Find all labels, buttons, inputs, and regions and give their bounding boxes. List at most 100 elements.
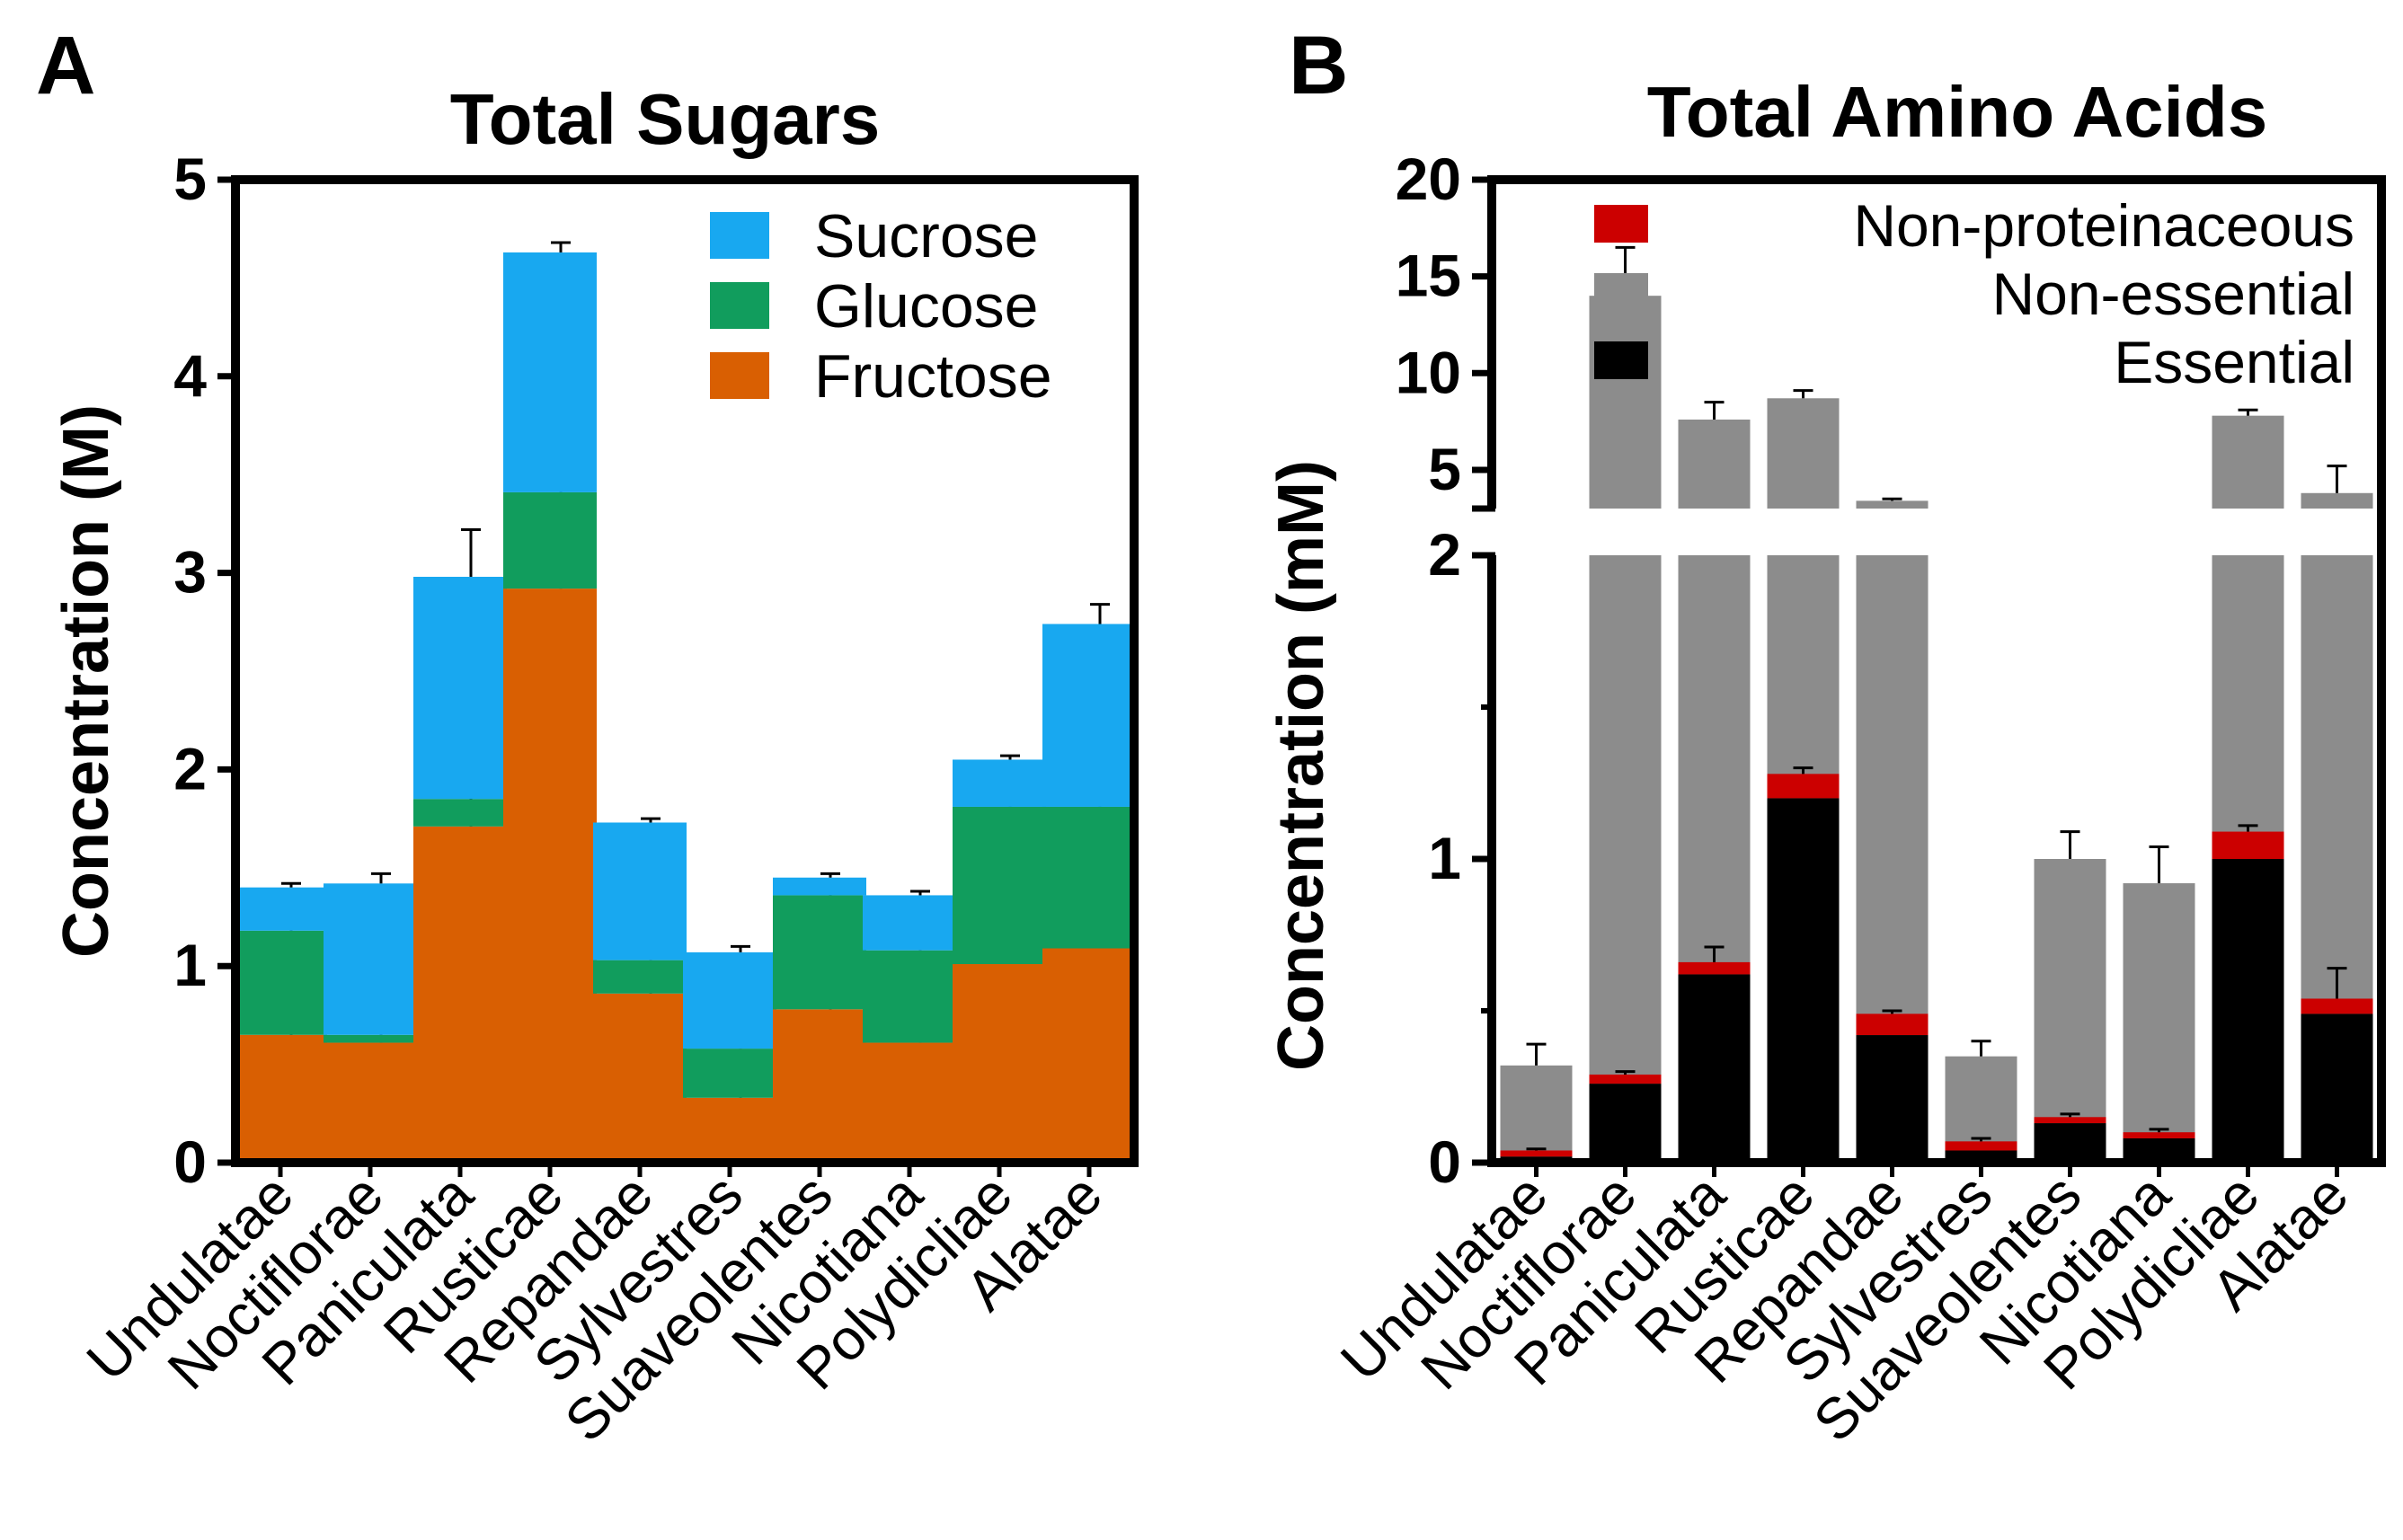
bar-essential-noctiflorae	[1589, 1084, 1662, 1163]
bar-fructose-rusticae	[503, 589, 597, 1163]
bar-essential-rusticae	[1767, 798, 1840, 1163]
bar-non-essential-upper-paniculata	[1678, 419, 1751, 509]
bar-fructose-undulatae	[234, 1034, 327, 1163]
bar-non-essential-upper-rusticae	[1767, 398, 1840, 509]
y-tick-label-1: 1	[173, 932, 207, 998]
y-tick-label-upper-20: 20	[1396, 146, 1461, 212]
bar-non-essential-upper-noctiflorae	[1589, 296, 1662, 509]
legend-label-glucose: Glucose	[814, 272, 1038, 341]
panel-b-letter: B	[1289, 20, 1348, 111]
panel-b-title: Total Amino Acids	[1647, 72, 2267, 152]
bar-fructose-suaveolentes	[773, 1009, 866, 1163]
bar-non-proteinaceous-sylvestres	[1945, 1141, 2017, 1151]
legend-label-non-proteinaceous: Non-proteinaceous	[1853, 192, 2354, 259]
panel-a-bars	[234, 241, 1136, 1163]
bar-fructose-paniculata	[413, 826, 507, 1163]
bar-fructose-sylvestres	[683, 1097, 776, 1163]
bar-fructose-noctiflorae	[324, 1042, 417, 1163]
bar-non-proteinaceous-suaveolentes	[2034, 1117, 2106, 1124]
bar-sucrose-polydicliae	[953, 759, 1046, 807]
y-tick-label-upper-10: 10	[1396, 339, 1461, 405]
plot-frame	[1487, 175, 2386, 1167]
y-tick-label-4: 4	[173, 342, 207, 409]
bar-essential-alatae	[2301, 1013, 2373, 1163]
panel-b-y-axis-label: Concentration (mM)	[1265, 460, 1337, 1071]
panel-a-y-axis-label: Concentration (M)	[50, 404, 122, 958]
bar-sucrose-suaveolentes	[773, 877, 866, 896]
legend-swatch-non-proteinaceous	[1594, 205, 1648, 243]
bar-glucose-paniculata	[413, 799, 507, 827]
legend-label-fructose: Fructose	[814, 342, 1052, 411]
bar-glucose-suaveolentes	[773, 895, 866, 1010]
bar-non-essential-nicotiana	[2123, 883, 2195, 1163]
legend-swatch-non-essential	[1594, 273, 1648, 311]
bar-essential-suaveolentes	[2034, 1123, 2106, 1163]
bar-non-proteinaceous-noctiflorae	[1589, 1074, 1662, 1084]
panel-a-y-ticks: 0 1 2 3 4 5	[173, 146, 235, 1195]
bar-essential-paniculata	[1678, 974, 1751, 1163]
bar-non-proteinaceous-nicotiana	[2123, 1132, 2195, 1138]
panel-a-title: Total Sugars	[450, 79, 881, 159]
bar-non-proteinaceous-paniculata	[1678, 961, 1751, 975]
bar-sucrose-repandae	[593, 822, 687, 960]
bar-non-proteinaceous-undulatae	[1500, 1150, 1573, 1157]
bar-essential-polydicliae	[2212, 859, 2284, 1163]
bar-non-proteinaceous-polydicliae	[2212, 831, 2284, 859]
bar-sucrose-rusticae	[503, 252, 597, 492]
bar-non-essential-undulatae	[1500, 1065, 1573, 1163]
panel-a-plot-frame	[231, 175, 1139, 1167]
bar-glucose-rusticae	[503, 491, 597, 589]
legend-swatch-essential	[1594, 341, 1648, 379]
bar-non-essential-suaveolentes	[2034, 859, 2106, 1163]
y-tick-label-5: 5	[173, 146, 207, 212]
y-tick-label-2: 2	[173, 735, 207, 801]
bar-fructose-polydicliae	[953, 964, 1046, 1163]
bar-non-proteinaceous-rusticae	[1767, 774, 1840, 799]
bar-glucose-noctiflorae	[324, 1034, 417, 1043]
bar-non-essential-upper-alatae	[2301, 492, 2373, 509]
bar-non-proteinaceous-alatae	[2301, 998, 2373, 1014]
panel-a-category-labels: UndulataeNoctifloraePaniculataRusticaeRe…	[75, 1162, 1114, 1454]
legend-label-non-essential: Non-essential	[1991, 261, 2354, 327]
y-tick-label-lower-1: 1	[1428, 825, 1461, 891]
bar-non-essential-lower-noctiflorae	[1589, 555, 1662, 1163]
y-tick-label-upper-15: 15	[1396, 243, 1461, 309]
panel-b-y-ticks: 0 1 2 5 10 15 20	[1396, 146, 1492, 1195]
bar-sucrose-undulatae	[234, 887, 327, 931]
bar-fructose-repandae	[593, 993, 687, 1163]
panel-a: A Total Sugars Concentration (M) 012345 …	[36, 20, 1139, 1454]
y-tick-label-upper-5: 5	[1428, 436, 1461, 502]
y-tick-label-3: 3	[173, 539, 207, 606]
bar-sucrose-noctiflorae	[324, 883, 417, 1035]
bar-glucose-repandae	[593, 960, 687, 994]
bar-glucose-sylvestres	[683, 1049, 776, 1098]
bar-fructose-alatae	[1042, 948, 1136, 1163]
bar-glucose-polydicliae	[953, 806, 1046, 965]
legend-label-essential: Essential	[2114, 329, 2354, 395]
bar-sucrose-sylvestres	[683, 951, 776, 1049]
bar-sucrose-paniculata	[413, 576, 507, 800]
y-tick-label-lower-2: 2	[1428, 521, 1461, 588]
panel-b-bars	[1500, 245, 2373, 1163]
bar-glucose-alatae	[1042, 806, 1136, 949]
y-tick-label-0: 0	[173, 1128, 207, 1195]
legend-swatch-glucose	[710, 282, 769, 329]
bar-non-proteinaceous-repandae	[1856, 1013, 1929, 1036]
bar-glucose-nicotiana	[863, 950, 956, 1043]
legend-swatch-fructose	[710, 352, 769, 399]
panel-b-category-labels: UndulataeNoctifloraePaniculataRusticaeRe…	[1328, 1162, 2360, 1454]
bar-essential-repandae	[1856, 1035, 1929, 1163]
bar-sucrose-nicotiana	[863, 895, 956, 951]
bar-fructose-nicotiana	[863, 1042, 956, 1163]
panel-a-letter: A	[36, 20, 95, 111]
legend-label-sucrose: Sucrose	[814, 202, 1038, 270]
panel-b: B Total Amino Acids Concentration (mM) 0…	[1265, 20, 2386, 1454]
bar-non-essential-upper-polydicliae	[2212, 415, 2284, 509]
y-tick-label-lower-0: 0	[1428, 1128, 1461, 1195]
bar-glucose-undulatae	[234, 930, 327, 1035]
bar-sucrose-alatae	[1042, 624, 1136, 807]
legend-swatch-sucrose	[710, 212, 769, 259]
